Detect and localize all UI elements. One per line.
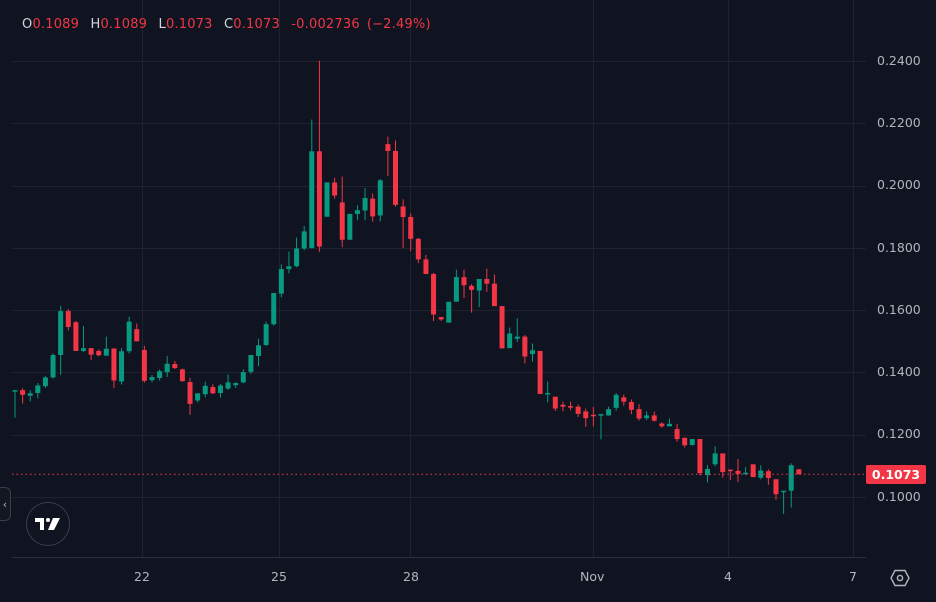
time-tick: 22 xyxy=(134,569,150,584)
change-value: -0.002736 xyxy=(291,17,360,32)
time-tick: 28 xyxy=(403,569,419,584)
high-value: 0.1089 xyxy=(100,17,148,32)
price-tick: 0.1000 xyxy=(877,489,921,504)
price-tick: 0.1800 xyxy=(877,240,921,255)
candles-series xyxy=(12,60,802,515)
current-price-tag: 0.1073 xyxy=(866,465,926,484)
close-label: C xyxy=(223,17,234,32)
high-label: H xyxy=(90,17,101,32)
price-tick: 0.2400 xyxy=(877,53,921,68)
settings-hexagon-icon xyxy=(890,569,910,587)
change-percent: (−2.49%) xyxy=(366,17,431,32)
open-label: O xyxy=(22,17,33,32)
time-tick: 4 xyxy=(724,569,732,584)
chart-settings-button[interactable] xyxy=(890,568,910,588)
chart-grid xyxy=(12,0,866,557)
price-tick: 0.1200 xyxy=(877,426,921,441)
low-value: 0.1073 xyxy=(165,17,213,32)
price-tick: 0.1600 xyxy=(877,302,921,317)
low-label: L xyxy=(158,17,166,32)
tradingview-logo-icon[interactable] xyxy=(26,502,70,546)
price-tick: 0.2200 xyxy=(877,115,921,130)
close-value: 0.1073 xyxy=(233,17,280,32)
open-value: 0.1089 xyxy=(32,17,80,32)
time-tick: Nov xyxy=(580,569,605,584)
time-tick: 25 xyxy=(271,569,287,584)
collapse-panel-button[interactable]: ‹ xyxy=(0,487,11,521)
ohlc-legend: O0.1089 H0.1089 L0.1073 C0.1073 -0.00273… xyxy=(22,17,438,32)
time-tick: 7 xyxy=(849,569,857,584)
price-tick: 0.2000 xyxy=(877,177,921,192)
price-tick: 0.1400 xyxy=(877,364,921,379)
chevron-left-icon: ‹ xyxy=(2,497,8,511)
